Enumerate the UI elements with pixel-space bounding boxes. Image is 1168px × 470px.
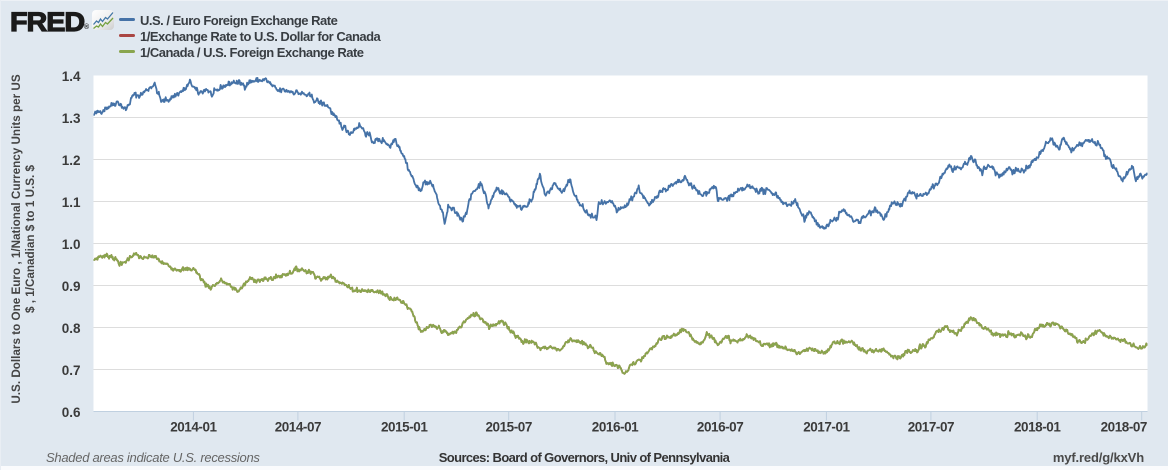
svg-text:2014-01: 2014-01	[170, 420, 217, 435]
svg-text:2016-07: 2016-07	[697, 420, 743, 435]
svg-text:0.8: 0.8	[62, 321, 81, 336]
svg-text:2016-01: 2016-01	[592, 420, 639, 435]
svg-text:0.9: 0.9	[62, 279, 81, 294]
svg-text:2015-01: 2015-01	[381, 420, 428, 435]
svg-text:1.0: 1.0	[62, 237, 81, 252]
svg-text:1.1: 1.1	[62, 195, 81, 210]
svg-text:2017-01: 2017-01	[803, 420, 850, 435]
svg-text:2018-07: 2018-07	[1101, 420, 1147, 435]
svg-text:2017-07: 2017-07	[908, 420, 954, 435]
svg-text:0.7: 0.7	[62, 363, 81, 378]
svg-text:2015-07: 2015-07	[485, 420, 531, 435]
svg-text:0.6: 0.6	[62, 405, 81, 420]
svg-text:2014-07: 2014-07	[275, 420, 321, 435]
svg-text:2018-01: 2018-01	[1014, 420, 1061, 435]
svg-text:1.4: 1.4	[62, 69, 81, 84]
svg-text:1.2: 1.2	[62, 153, 81, 168]
svg-text:1.3: 1.3	[62, 111, 81, 126]
